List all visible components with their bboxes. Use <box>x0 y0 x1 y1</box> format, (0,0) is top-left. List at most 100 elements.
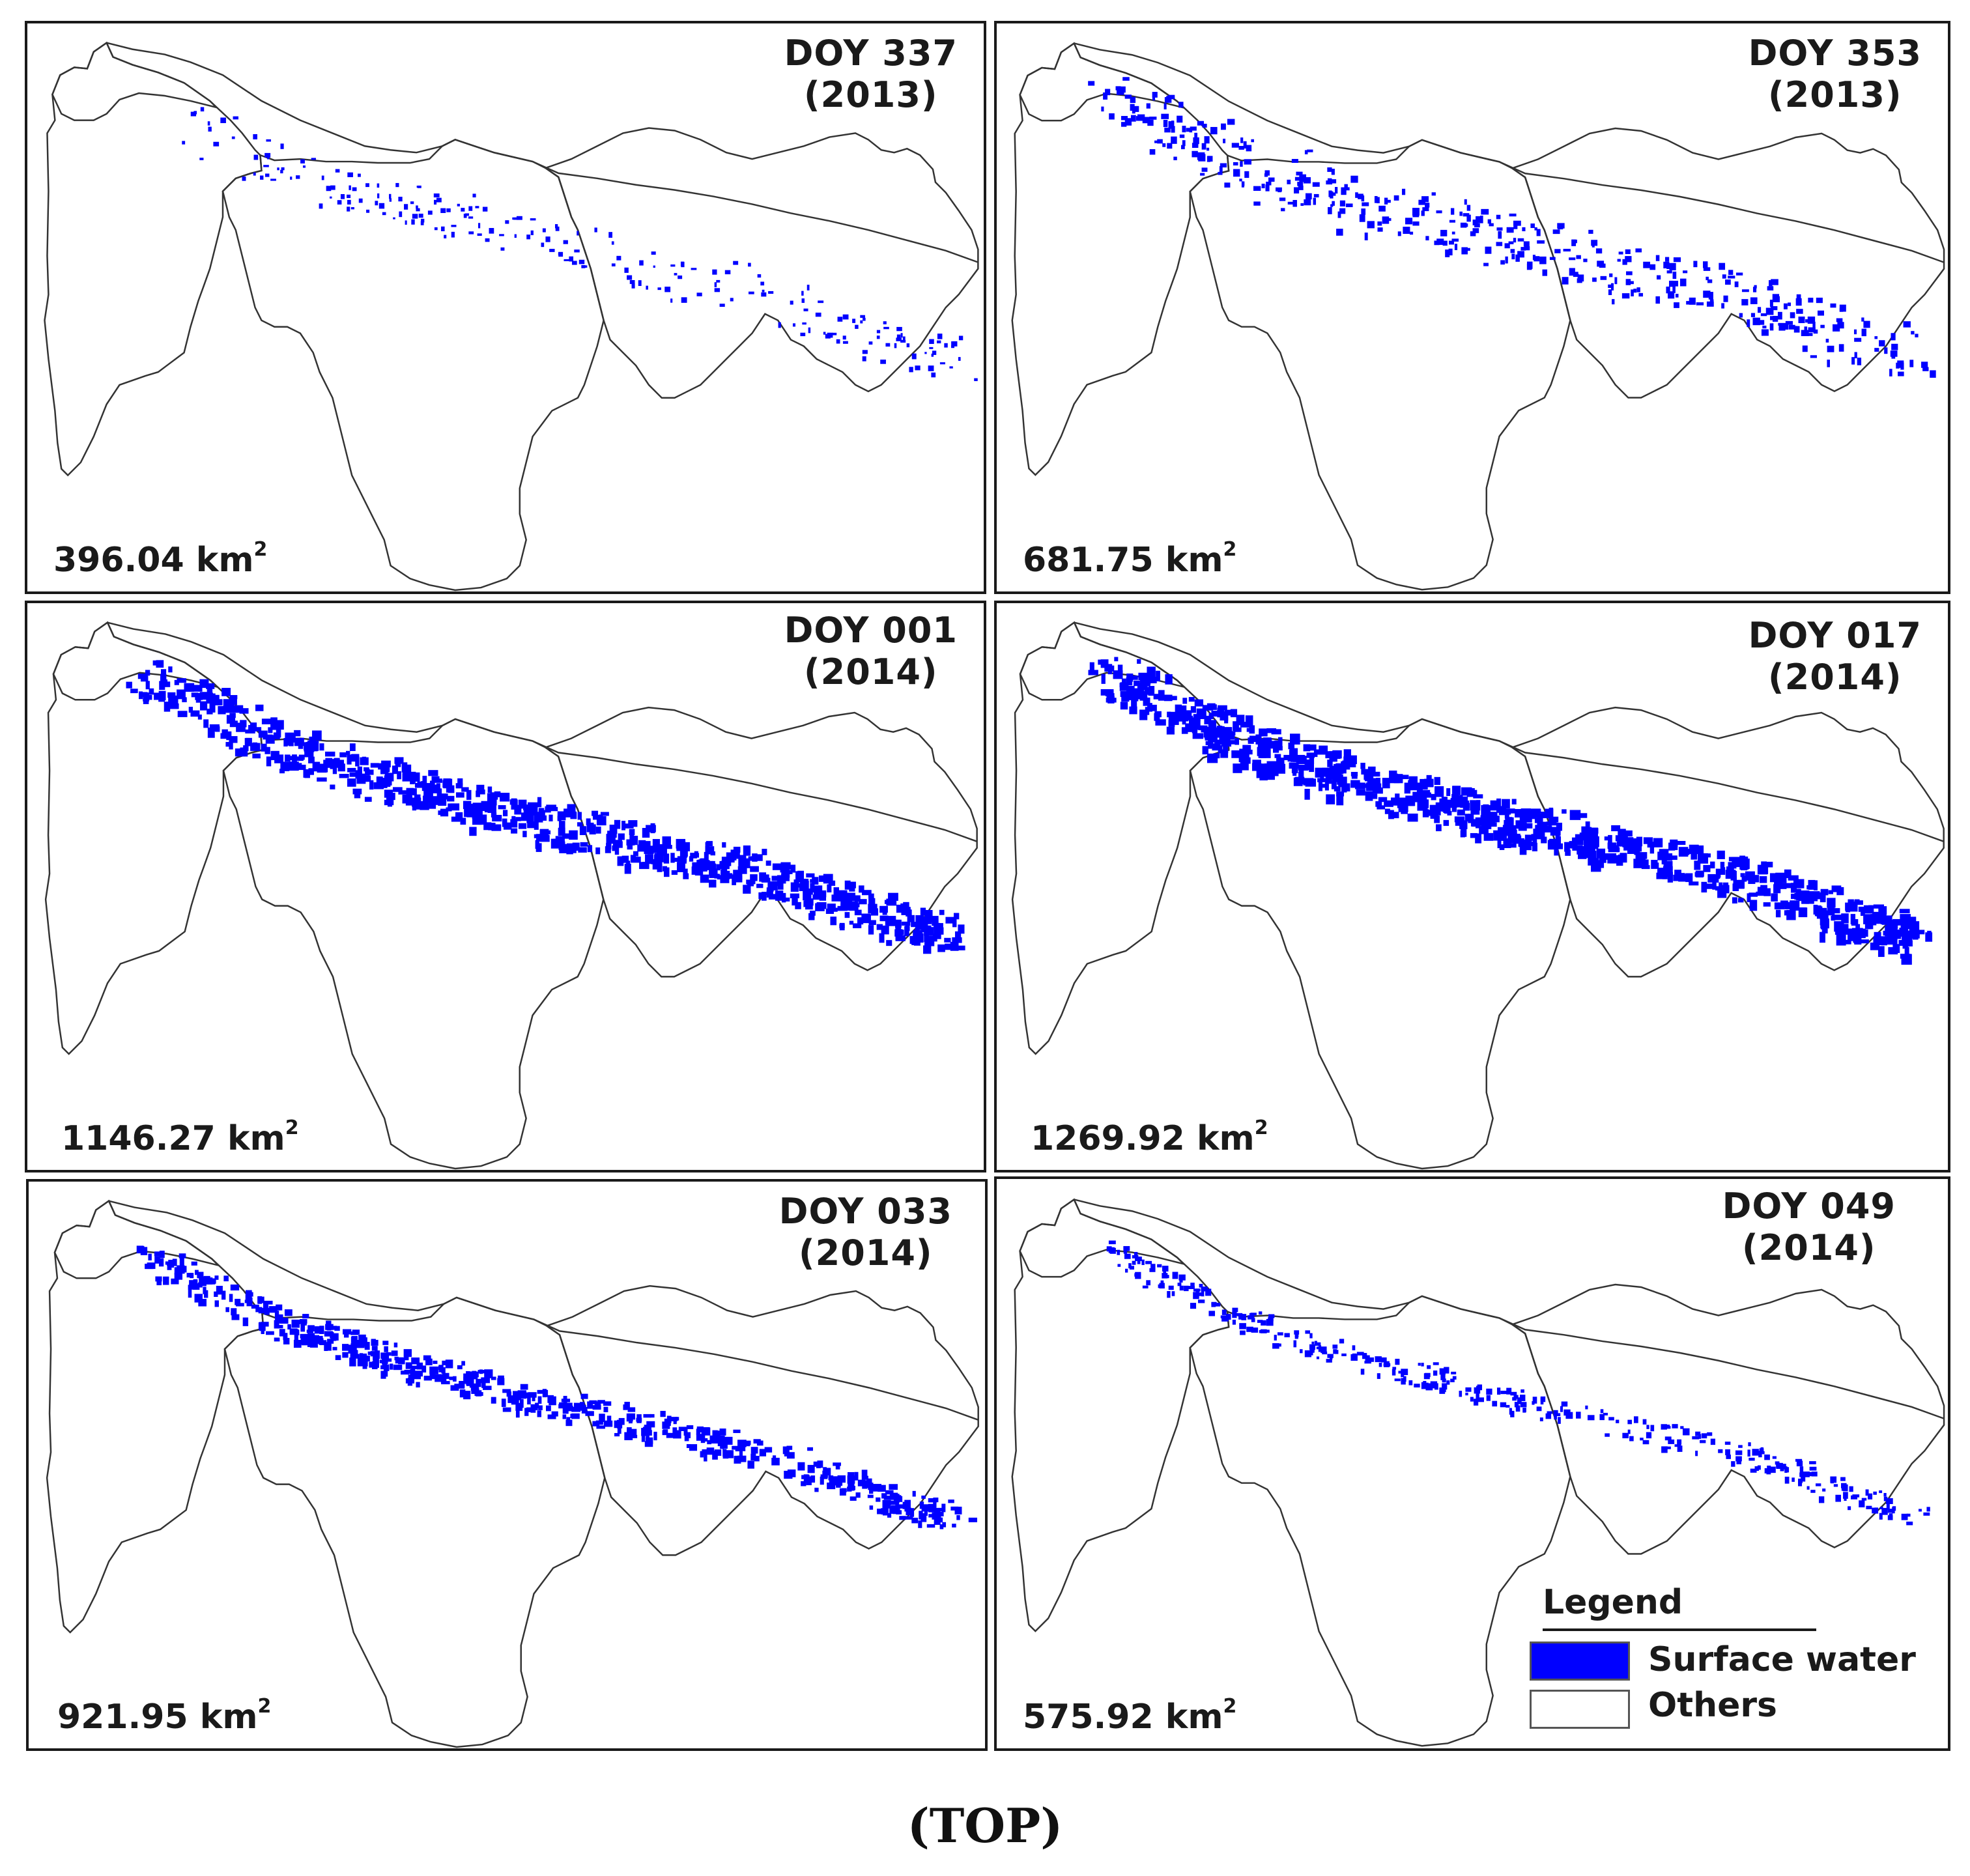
water-patch <box>756 883 764 888</box>
water-patch <box>1220 163 1227 168</box>
water-patch <box>835 1464 840 1470</box>
water-patch <box>290 177 293 180</box>
water-patch <box>408 1374 417 1379</box>
water-patch <box>266 756 272 767</box>
legend-label-surface-water: Surface water <box>1648 1640 1916 1679</box>
water-patch <box>953 913 960 920</box>
water-patch <box>213 141 220 147</box>
water-patch <box>239 708 249 714</box>
water-patch <box>1692 1436 1700 1440</box>
water-patch <box>1492 1400 1498 1407</box>
water-patch <box>810 1475 816 1483</box>
water-patch <box>1253 201 1261 206</box>
water-patch <box>1603 1412 1608 1415</box>
water-patch <box>1830 303 1836 308</box>
water-patch <box>143 692 150 702</box>
water-patch <box>1240 760 1249 771</box>
water-patch <box>1240 722 1251 728</box>
water-patch <box>1861 317 1864 322</box>
water-patch <box>678 275 683 279</box>
water-patch <box>1698 1434 1702 1439</box>
water-patch <box>932 933 941 939</box>
water-patch <box>192 1283 200 1290</box>
water-patch <box>1414 792 1421 803</box>
water-patch <box>1442 240 1448 246</box>
water-patch <box>1772 315 1778 322</box>
district-boundary <box>1510 1283 1945 1555</box>
water-patch <box>652 839 660 846</box>
water-patch <box>1121 122 1127 127</box>
water-patch <box>478 223 481 229</box>
water-patch <box>466 1371 470 1378</box>
water-patch <box>447 795 455 802</box>
water-patch <box>1387 199 1391 203</box>
water-patch <box>145 681 150 690</box>
water-patch <box>534 834 540 838</box>
water-patch <box>1464 814 1470 822</box>
water-patch <box>1327 178 1332 183</box>
water-patch <box>1842 1484 1848 1492</box>
water-patch <box>370 763 379 768</box>
water-patch <box>1298 764 1309 771</box>
water-patch <box>459 1383 465 1387</box>
water-patch <box>340 193 345 199</box>
water-patch <box>463 1391 471 1400</box>
district-boundary <box>44 41 263 477</box>
water-patch <box>716 279 721 283</box>
water-patch <box>950 1506 959 1511</box>
water-patch <box>1180 145 1185 150</box>
water-patch <box>288 733 296 743</box>
water-patch <box>1897 360 1904 368</box>
water-patch <box>580 842 588 847</box>
water-patch <box>854 895 861 902</box>
water-patch <box>1150 1264 1156 1271</box>
water-patch <box>1124 119 1132 126</box>
water-patch <box>664 287 671 292</box>
water-patch <box>537 1410 541 1417</box>
water-patch <box>542 228 546 233</box>
water-patch <box>1139 675 1151 685</box>
water-patch <box>1220 734 1230 739</box>
water-patch <box>1359 214 1365 222</box>
water-patch <box>445 1359 453 1369</box>
water-patch <box>1171 1291 1175 1296</box>
water-patch <box>1524 246 1530 251</box>
water-patch <box>750 1447 758 1454</box>
water-patch <box>1257 1320 1263 1323</box>
water-patch <box>335 1355 341 1360</box>
water-patch <box>1873 1491 1877 1495</box>
water-patch <box>199 679 209 689</box>
water-patch <box>1421 1363 1424 1367</box>
water-patch <box>1292 200 1297 207</box>
water-patch <box>1788 875 1799 881</box>
water-patch <box>1849 1486 1853 1492</box>
water-patch <box>1886 922 1898 931</box>
water-patch <box>846 893 853 901</box>
water-patch <box>1689 844 1699 855</box>
water-patch <box>1759 1448 1764 1453</box>
water-patch <box>1618 839 1629 844</box>
water-patch <box>242 1317 249 1326</box>
water-patch <box>605 846 611 853</box>
water-patch <box>1179 134 1185 138</box>
water-patch <box>1506 1404 1510 1408</box>
water-patch <box>1674 870 1681 878</box>
water-patch <box>839 924 845 929</box>
water-patch <box>1677 1443 1681 1448</box>
water-patch <box>761 292 767 297</box>
water-patch <box>1817 310 1824 316</box>
water-patch <box>1879 1507 1883 1510</box>
water-patch <box>1132 110 1135 114</box>
water-patch <box>1361 195 1365 202</box>
water-patch <box>1499 844 1505 850</box>
water-patch <box>790 864 796 873</box>
water-patch <box>879 933 885 943</box>
water-patch <box>382 762 387 769</box>
water-patch <box>1841 913 1849 924</box>
water-patch <box>308 768 314 775</box>
water-patch <box>1809 1461 1816 1464</box>
water-patch <box>1858 906 1868 912</box>
water-patch <box>1336 791 1345 797</box>
water-patch <box>155 1276 162 1282</box>
water-patch <box>1100 659 1109 668</box>
